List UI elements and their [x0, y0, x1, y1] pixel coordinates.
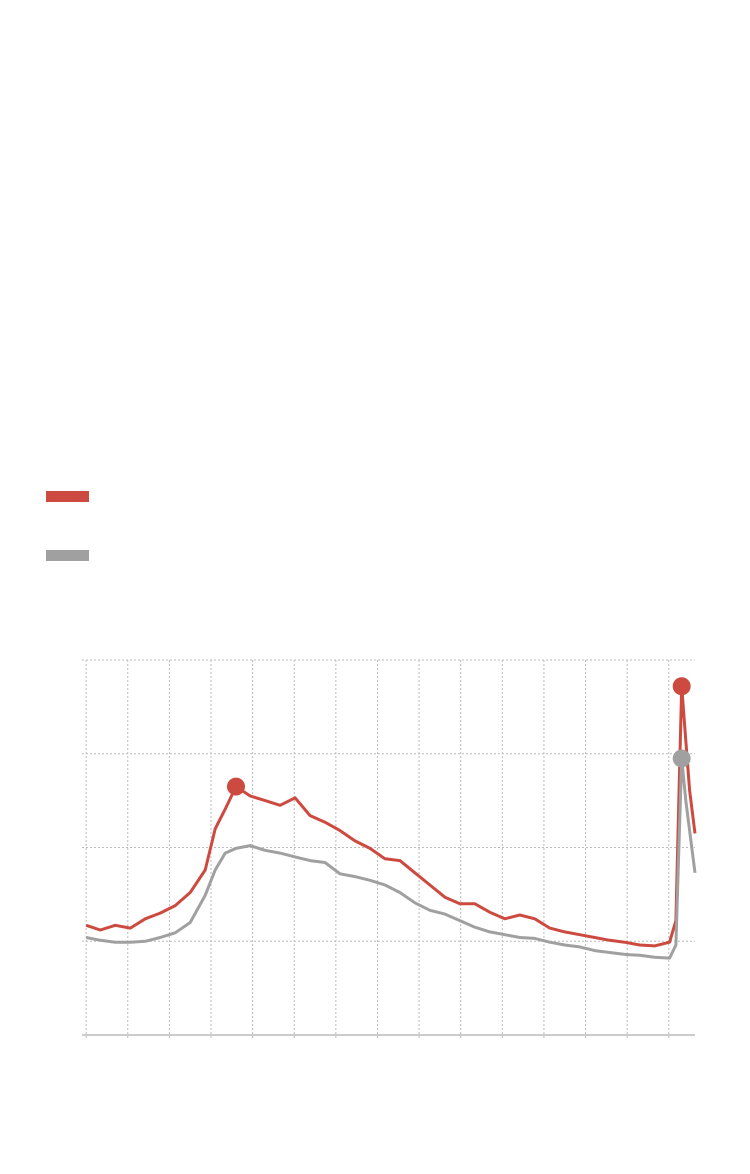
data-line: [85, 756, 697, 960]
legend-swatch: [46, 550, 89, 561]
point-marker: [672, 749, 691, 768]
data-line: [85, 684, 697, 948]
legend-swatch: [46, 491, 89, 502]
point-marker: [226, 777, 245, 796]
point-marker: [672, 677, 691, 696]
